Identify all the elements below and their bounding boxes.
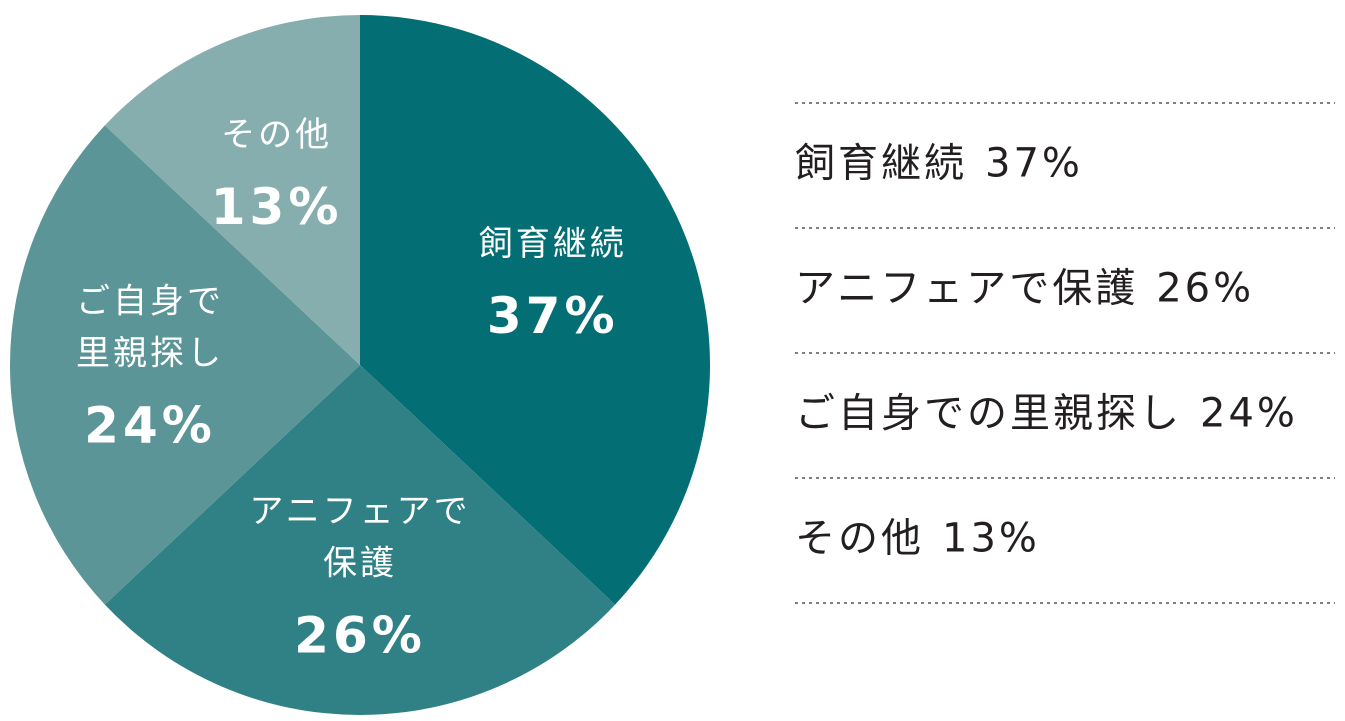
slice-label: 保護 bbox=[323, 544, 397, 584]
slice-value-label: 13% bbox=[211, 178, 343, 236]
legend-entry: その他 13% bbox=[795, 516, 1040, 562]
legend-value: 24% bbox=[1200, 391, 1298, 437]
legend-entry: ご自身での里親探し 24% bbox=[795, 391, 1298, 437]
legend-label: ご自身での里親探し bbox=[795, 391, 1182, 437]
slice-value-label: 24% bbox=[84, 397, 216, 455]
legend-value: 13% bbox=[942, 516, 1040, 562]
legend-label: アニフェアで保護 bbox=[795, 266, 1138, 312]
legend-label: その他 bbox=[795, 516, 924, 562]
legend-value: 37% bbox=[985, 141, 1083, 187]
slice-value-label: 37% bbox=[487, 287, 619, 345]
legend-value: 26% bbox=[1156, 266, 1254, 312]
slice-label: 里親探し bbox=[76, 334, 224, 374]
slice-label: ご自身で bbox=[76, 282, 224, 322]
legend-entry: アニフェアで保護 26% bbox=[795, 266, 1254, 312]
slice-value-label: 26% bbox=[294, 607, 426, 665]
pie-slice bbox=[9, 125, 361, 605]
legend-entry: 飼育継続 37% bbox=[795, 141, 1083, 187]
slice-label: アニフェアで bbox=[249, 492, 470, 532]
slice-label: その他 bbox=[221, 115, 332, 155]
pie-slice bbox=[360, 15, 710, 605]
pie-slice bbox=[104, 365, 616, 715]
pie-slice bbox=[104, 15, 360, 365]
legend-label: 飼育継続 bbox=[795, 141, 967, 187]
slice-label: 飼育継続 bbox=[479, 224, 627, 264]
